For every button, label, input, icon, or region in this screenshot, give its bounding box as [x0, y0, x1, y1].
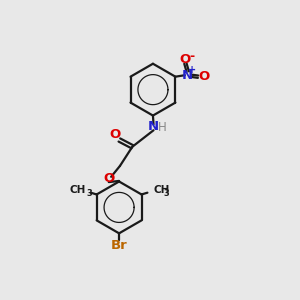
Text: CH: CH: [69, 185, 85, 195]
Text: Br: Br: [111, 239, 128, 252]
Text: O: O: [180, 52, 191, 65]
Text: 3: 3: [87, 189, 92, 198]
Text: 3: 3: [163, 189, 169, 198]
Text: O: O: [103, 172, 114, 185]
Text: O: O: [198, 70, 210, 83]
Text: H: H: [158, 121, 166, 134]
Text: N: N: [148, 120, 159, 133]
Text: N: N: [182, 69, 193, 82]
Text: CH: CH: [154, 185, 170, 195]
Text: O: O: [109, 128, 120, 142]
Text: +: +: [188, 65, 196, 75]
Text: -: -: [189, 50, 194, 63]
